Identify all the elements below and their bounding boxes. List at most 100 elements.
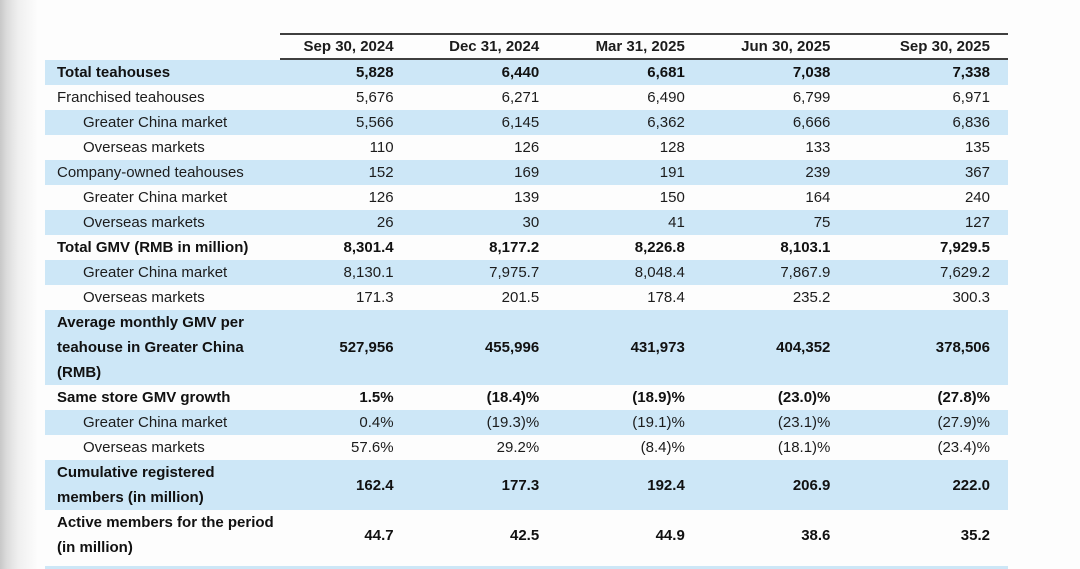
table-row: Total teahouses 5,828 6,440 6,681 7,038 7,338 — [45, 60, 1008, 85]
table-header: Sep 30, 2024 Dec 31, 2024 Mar 31, 2025 Jun … — [45, 33, 1008, 60]
cell-value: (23.0)% — [777, 389, 831, 406]
table-row: Overseas markets 110 126 128 133 135 — [45, 135, 1008, 160]
cell-value: 455,996 — [484, 339, 540, 356]
cell-value: 26 — [376, 214, 394, 231]
table-row: Total GMV (RMB in million) 8,301.4 8,177.2… — [45, 235, 1008, 260]
label-column-header — [45, 33, 280, 60]
table-row: Overseas markets 26 30 41 75 127 — [45, 210, 1008, 235]
row-label: Greater China market — [83, 264, 228, 281]
cell-value: 133 — [805, 139, 831, 156]
cell-value: 162.4 — [356, 476, 394, 494]
row-label: Overseas markets — [83, 439, 205, 456]
cell-value: 44.9 — [655, 526, 685, 544]
table-row: Greater China market 5,566 6,145 6,362 6,666… — [45, 110, 1008, 135]
cell-value: 0.4% — [359, 414, 394, 431]
cell-value: 6,836 — [952, 114, 990, 131]
cell-value: 7,338 — [952, 64, 990, 81]
cell-value: 127 — [964, 214, 990, 231]
cell-value: 177.3 — [501, 476, 540, 494]
cell-value: (27.9)% — [937, 414, 990, 431]
cell-value: 164 — [805, 189, 831, 206]
photo-edge — [0, 0, 44, 569]
cell-value: 8,177.2 — [489, 239, 540, 256]
cell-value: 6,681 — [647, 64, 685, 81]
cell-value: 5,828 — [356, 64, 394, 81]
cell-value: 75 — [813, 214, 831, 231]
cell-value: 6,362 — [647, 114, 685, 131]
cell-value: (18.1)% — [777, 439, 831, 456]
cell-value: 126 — [368, 189, 394, 206]
cell-value: 5,676 — [356, 89, 394, 106]
cell-value: 6,971 — [952, 89, 990, 106]
table-row: Company-owned teahouses 152 169 191 239 367 — [45, 160, 1008, 185]
cell-value: (23.4)% — [937, 439, 990, 456]
cell-value: 41 — [668, 214, 685, 231]
cell-value: 42.5 — [509, 526, 540, 544]
cell-value: 30 — [522, 214, 540, 231]
cell-value: 8,226.8 — [634, 239, 685, 256]
row-label: Same store GMV growth — [57, 389, 231, 406]
row-label: Company-owned teahouses — [57, 164, 244, 181]
cell-value: 527,956 — [339, 339, 394, 356]
table-row: Greater China market 8,130.1 7,975.7 8,048.… — [45, 260, 1008, 285]
cell-value: 57.6% — [351, 439, 394, 456]
cell-value: 8,048.4 — [634, 264, 685, 281]
cell-value: 152 — [368, 164, 394, 181]
cell-value: 6,145 — [501, 114, 540, 131]
cell-value: 178.4 — [647, 289, 685, 306]
cell-value: 240 — [964, 189, 990, 206]
cell-value: 6,271 — [501, 89, 540, 106]
cell-value: 6,666 — [792, 114, 831, 131]
cell-value: 8,301.4 — [343, 239, 394, 256]
cell-value: 201.5 — [501, 289, 540, 306]
column-header: Sep 30, 2025 — [862, 33, 1008, 60]
table-row: Overseas markets 57.6% 29.2% (8.4)% (18.1)% (… — [45, 435, 1008, 460]
column-header: Dec 31, 2024 — [425, 33, 572, 60]
table-row: Greater China market 126 139 150 164 240 — [45, 185, 1008, 210]
cell-value: 192.4 — [647, 476, 685, 494]
row-label: Overseas markets — [83, 289, 205, 306]
cell-value: (8.4)% — [640, 439, 685, 456]
cell-value: 38.6 — [801, 526, 831, 544]
cell-value: 7,038 — [792, 64, 831, 81]
row-label: Greater China market — [83, 114, 228, 131]
cell-value: 7,867.9 — [780, 264, 831, 281]
cell-value: 239 — [805, 164, 831, 181]
table-body: Total teahouses 5,828 6,440 6,681 7,038 7,338… — [45, 60, 1008, 560]
cell-value: 378,506 — [935, 339, 990, 356]
cell-value: 1.5% — [359, 389, 394, 406]
cell-value: 6,799 — [792, 89, 831, 106]
cell-value: (18.4)% — [486, 389, 540, 406]
row-label: Greater China market — [83, 414, 228, 431]
cell-value: 8,130.1 — [343, 264, 394, 281]
cell-value: 110 — [369, 139, 394, 156]
quarterly-metrics-table: Sep 30, 2024 Dec 31, 2024 Mar 31, 2025 Jun … — [45, 33, 1008, 560]
cell-value: 7,929.5 — [939, 239, 990, 256]
table-row: Cumulative registered members (in millio… — [45, 460, 1008, 510]
row-label: Franchised teahouses — [57, 89, 205, 106]
row-label: Average monthly GMV per teahouse in Grea… — [57, 314, 244, 381]
cell-value: (18.9)% — [632, 389, 685, 406]
cell-value: 29.2% — [496, 439, 540, 456]
cell-value: 367 — [964, 164, 990, 181]
cell-value: 7,975.7 — [489, 264, 540, 281]
table-row: Average monthly GMV per teahouse in Grea… — [45, 310, 1008, 385]
row-label: Cumulative registered members (in millio… — [57, 464, 215, 506]
row-label: Overseas markets — [83, 214, 205, 231]
row-label: Active members for the period (in millio… — [57, 514, 274, 556]
cell-value: 135 — [964, 139, 990, 156]
cell-value: (19.1)% — [632, 414, 685, 431]
cell-value: 191 — [659, 164, 685, 181]
row-label: Total GMV (RMB in million) — [57, 239, 249, 256]
column-header: Mar 31, 2025 — [571, 33, 717, 60]
cell-value: (19.3)% — [486, 414, 540, 431]
row-label: Total teahouses — [57, 64, 171, 81]
cell-value: 126 — [514, 139, 540, 156]
column-header: Sep 30, 2024 — [280, 33, 426, 60]
table-row: Active members for the period (in millio… — [45, 510, 1008, 560]
cell-value: 128 — [659, 139, 685, 156]
cell-value: 139 — [514, 189, 540, 206]
cell-value: 169 — [514, 164, 540, 181]
table-row: Same store GMV growth 1.5% (18.4)% (18.9)% (… — [45, 385, 1008, 410]
cell-value: 235.2 — [792, 289, 831, 306]
